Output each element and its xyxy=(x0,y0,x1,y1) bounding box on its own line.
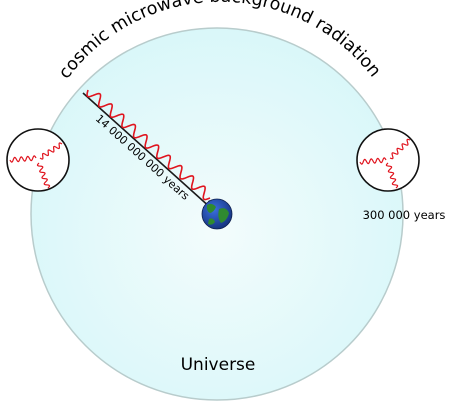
inset-photon-wave xyxy=(36,162,51,189)
inset-photon-wave xyxy=(389,138,411,160)
distance-arrow xyxy=(82,92,214,211)
inset-photon-wave xyxy=(9,155,37,163)
earth-icon xyxy=(201,198,233,230)
cmb-photon-wave xyxy=(86,89,211,201)
inset-photon-wave xyxy=(39,142,63,160)
inset-photon-wave xyxy=(385,162,399,189)
inset-photon-wave xyxy=(359,157,387,165)
inset-time-label: 300 000 years xyxy=(363,208,446,222)
right-inset xyxy=(356,128,420,192)
left-inset xyxy=(6,128,70,192)
universe-label: Universe xyxy=(181,355,256,375)
